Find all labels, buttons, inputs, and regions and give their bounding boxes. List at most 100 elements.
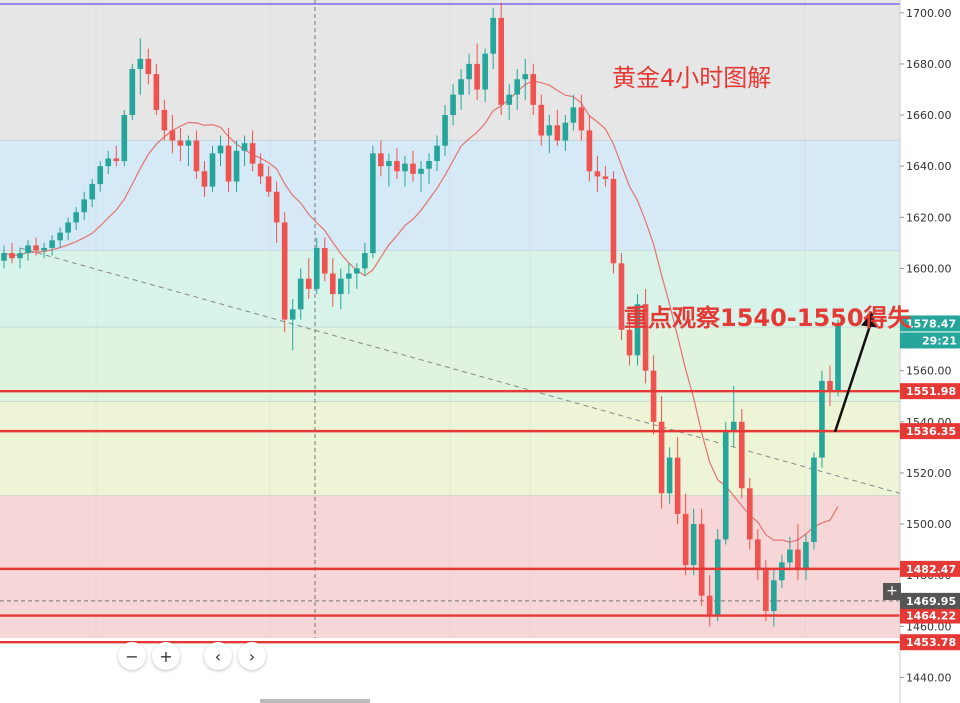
candle-body	[354, 268, 360, 274]
candle	[281, 212, 288, 333]
candle	[121, 109, 128, 167]
candle-body	[458, 79, 464, 95]
scroll-left-button[interactable]: ‹	[204, 642, 232, 670]
candle	[394, 148, 400, 179]
candle	[674, 437, 681, 525]
candle	[610, 171, 617, 274]
level-tag-2-bg	[900, 560, 960, 577]
candle	[466, 53, 472, 95]
countdown-tag-bg	[900, 332, 960, 349]
candle	[530, 63, 537, 116]
candle	[49, 235, 55, 256]
candle	[41, 242, 47, 259]
zoom-in-button[interactable]: +	[152, 642, 180, 670]
candle	[161, 99, 168, 141]
candle-body	[690, 524, 697, 565]
candle	[690, 508, 697, 576]
candle-body	[249, 143, 256, 164]
moving-average	[3, 80, 839, 543]
candle	[129, 63, 136, 121]
candle-body	[474, 63, 480, 90]
candle-body	[297, 278, 304, 310]
candle-body	[73, 212, 79, 223]
candle	[378, 140, 384, 177]
candle	[450, 84, 456, 126]
candle-body	[586, 130, 593, 172]
candle-body	[562, 122, 569, 141]
candle-body	[410, 163, 416, 174]
candle	[321, 237, 328, 282]
candle-body	[779, 562, 785, 581]
candle-body	[145, 58, 152, 75]
candle-body	[730, 421, 737, 433]
candle-body	[169, 130, 176, 141]
candle-body	[346, 273, 352, 279]
candle	[698, 508, 705, 606]
level-tag-1: 1536.35	[900, 423, 960, 440]
candle	[265, 166, 272, 197]
y-axis-bg	[900, 0, 960, 703]
candle	[346, 263, 352, 294]
candle-body	[682, 513, 689, 565]
candle	[137, 38, 144, 95]
candle	[803, 534, 809, 581]
candle	[779, 554, 785, 588]
candle	[57, 227, 63, 248]
scroll-right-button[interactable]: ›	[238, 642, 266, 670]
level-tag-2: 1482.47	[900, 560, 960, 577]
candle-body	[57, 232, 63, 241]
candle	[354, 263, 360, 289]
candle-body	[594, 171, 601, 177]
candle-body	[105, 158, 112, 167]
candle-body	[538, 104, 545, 136]
candle	[434, 135, 440, 172]
candle	[370, 145, 376, 259]
candle	[313, 237, 320, 294]
level-tag-1-bg	[900, 423, 960, 440]
candle	[602, 166, 609, 187]
candle	[426, 153, 432, 185]
candle	[714, 529, 721, 622]
candle	[169, 115, 176, 154]
candle-body	[722, 432, 729, 540]
level-tag-4-text: 1453.78	[906, 636, 956, 649]
candle	[89, 178, 96, 208]
candle-body	[33, 245, 39, 251]
candle	[787, 536, 793, 571]
candle	[706, 575, 713, 627]
candle	[482, 48, 488, 103]
candle-body	[490, 17, 496, 54]
candle-body	[17, 253, 23, 259]
candle	[554, 109, 561, 146]
candle-body	[281, 222, 288, 320]
candle-body	[787, 549, 793, 563]
moving-average-line	[3, 80, 839, 543]
candle-body	[185, 140, 192, 146]
candle	[1, 245, 7, 269]
candle	[586, 115, 593, 182]
candle	[402, 155, 408, 187]
candle-body	[113, 158, 120, 162]
add-level-icon[interactable]: +	[883, 583, 901, 600]
y-tick-label: 1560.00	[906, 365, 952, 378]
candle-body	[626, 329, 633, 356]
candle-body	[289, 309, 296, 320]
candle	[498, 2, 504, 116]
candle-body	[618, 263, 625, 330]
y-tick-label: 1520.00	[906, 467, 952, 480]
time-axis-highlight	[260, 699, 370, 703]
candle-body	[746, 488, 753, 540]
candle	[297, 268, 304, 320]
candle-body	[49, 240, 55, 248]
candle	[763, 559, 769, 622]
candle-body	[81, 199, 87, 213]
candle-body	[522, 74, 529, 80]
candle	[105, 150, 112, 174]
candle	[722, 421, 729, 545]
candle	[522, 58, 529, 100]
candle	[418, 161, 424, 192]
zoom-out-button[interactable]: −	[118, 642, 146, 670]
candles	[1, 2, 841, 627]
candle	[338, 268, 344, 310]
